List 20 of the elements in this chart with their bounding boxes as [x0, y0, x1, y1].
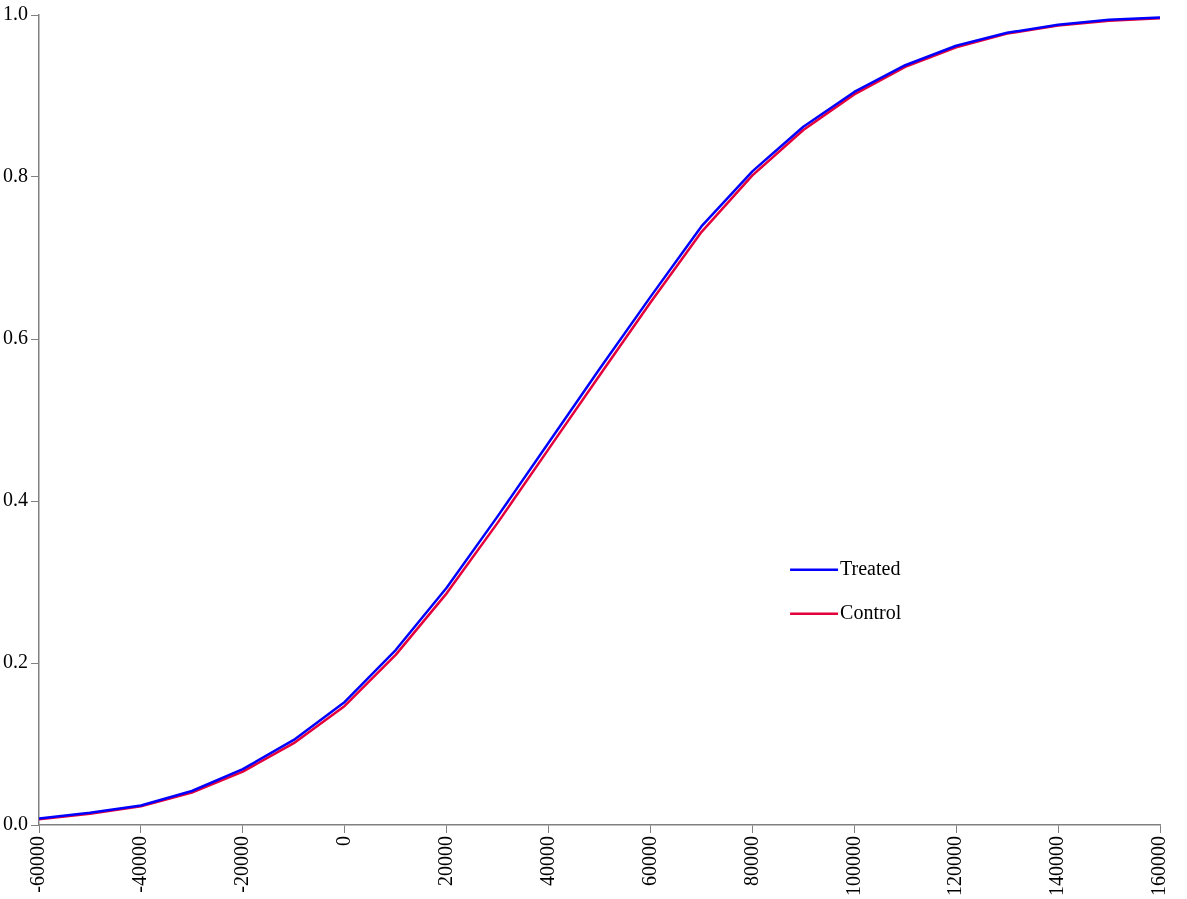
x-tick-label: 120000: [943, 836, 966, 896]
x-tick-label: 160000: [1147, 836, 1170, 896]
x-tick-label: 140000: [1045, 836, 1068, 896]
y-tick-label: 0.8: [3, 164, 28, 187]
legend-label: Treated: [840, 557, 901, 580]
y-tick-label: 0.2: [3, 650, 28, 673]
x-tick-label: 40000: [535, 836, 558, 886]
y-tick-label: 1.0: [3, 2, 28, 25]
legend-label: Control: [840, 601, 902, 624]
x-tick-label: 80000: [739, 836, 762, 886]
x-tick-label: 100000: [841, 836, 864, 896]
y-tick-label: 0.0: [3, 812, 28, 835]
y-tick-label: 0.4: [3, 488, 28, 511]
x-tick-label: -20000: [230, 836, 253, 893]
y-tick-label: 0.6: [3, 326, 28, 349]
x-tick-label: -60000: [26, 836, 49, 893]
x-tick-label: -40000: [128, 836, 151, 893]
x-tick-label: 0: [331, 836, 354, 846]
x-tick-label: 60000: [637, 836, 660, 886]
x-tick-label: 20000: [433, 836, 456, 886]
